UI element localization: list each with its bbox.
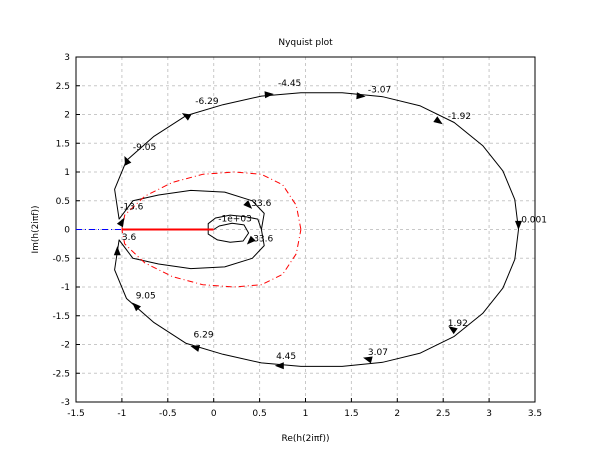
frequency-label: 0.001 (521, 216, 547, 226)
y-tick-label: 0.5 (56, 197, 70, 207)
frequency-label: -6.29 (195, 97, 219, 107)
direction-arrow (132, 302, 142, 312)
x-tick-label: 3.5 (528, 409, 542, 419)
y-tick-label: 2 (64, 111, 70, 121)
axis-ticks: -1.5 -1 -0.5 0 0.5 1 1.5 2 2.5 3 3.5 -3 -2.5 -2 -1.5 -1… (52, 53, 542, 419)
y-tick-label: 1 (64, 168, 70, 178)
frequency-labels: -4.45 -3.07 -1.92 0.001 -6.29 -9.05 -13.6 -1e+0… (120, 79, 547, 362)
frequency-label: 6.29 (194, 331, 214, 341)
frequency-label: 3.07 (368, 348, 388, 358)
frequency-label: 4.45 (276, 352, 296, 362)
direction-arrow (190, 345, 201, 352)
direction-arrow (433, 116, 443, 125)
frequency-label: -4.45 (278, 79, 301, 89)
y-axis-title: Im(h(2iπf)) (31, 206, 41, 254)
direction-arrow (113, 246, 121, 256)
frequency-label: -1.92 (448, 112, 471, 122)
x-tick-label: 0.5 (252, 409, 266, 419)
direction-arrow (515, 220, 522, 230)
frequency-label: 9.05 (136, 292, 156, 302)
direction-arrow (243, 200, 253, 209)
x-tick-label: -1 (117, 409, 126, 419)
y-tick-label: -3 (61, 398, 70, 408)
series-2-line (207, 214, 262, 243)
direction-arrow (124, 155, 132, 166)
direction-arrow (356, 92, 366, 100)
direction-arrow (363, 356, 373, 364)
direction-arrow (264, 91, 274, 99)
direction-arrow (274, 362, 284, 370)
frequency-label: -9.05 (133, 143, 156, 153)
series-1-line (114, 229, 519, 367)
y-tick-label: -1 (61, 283, 70, 293)
x-tick-label: 0 (211, 409, 217, 419)
direction-arrow (181, 113, 192, 121)
direction-arrow (448, 326, 458, 335)
x-tick-label: -0.5 (159, 409, 177, 419)
direction-arrows (113, 91, 522, 370)
x-tick-label: -1.5 (67, 409, 85, 419)
y-tick-label: 1.5 (56, 139, 70, 149)
y-tick-label: -1.5 (52, 312, 70, 322)
y-tick-label: 3 (64, 53, 70, 63)
x-axis-title: Re(h(2iπf)) (282, 434, 330, 444)
y-tick-label: 2.5 (56, 82, 70, 92)
direction-arrow (246, 235, 256, 245)
frequency-label: 1.92 (448, 319, 468, 329)
frequency-label: -1e+03 (218, 215, 252, 225)
frequency-label: -3.07 (368, 86, 391, 96)
frequency-label: 33.6 (253, 235, 273, 245)
frequency-label: 33.6 (251, 199, 271, 209)
frequency-label: 3.6 (122, 233, 137, 243)
x-tick-label: 3 (486, 409, 492, 419)
x-tick-label: 2.5 (436, 409, 450, 419)
y-tick-label: -2.5 (52, 369, 70, 379)
y-tick-label: 0 (64, 226, 70, 236)
x-tick-label: 1.5 (344, 409, 358, 419)
chart-title: Nyquist plot (278, 38, 333, 48)
direction-arrow (116, 217, 125, 228)
x-tick-label: 1 (303, 409, 309, 419)
frequency-label: -13.6 (120, 202, 144, 212)
y-tick-label: -0.5 (52, 254, 70, 264)
grid (76, 57, 535, 402)
x-tick-label: 2 (394, 409, 400, 419)
y-tick-label: -2 (61, 341, 70, 351)
